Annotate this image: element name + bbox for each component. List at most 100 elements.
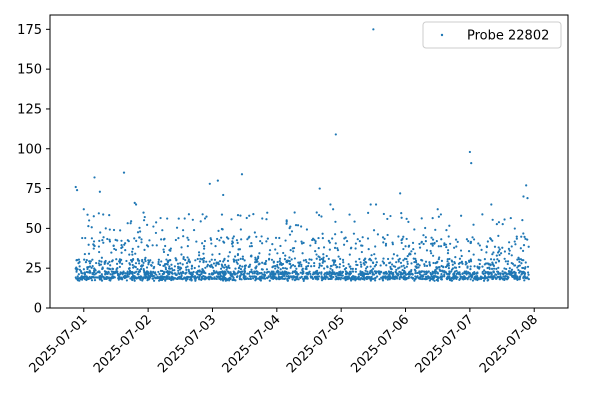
data-point <box>318 264 321 267</box>
data-point <box>221 275 224 278</box>
data-point <box>93 269 96 272</box>
data-point <box>97 270 100 274</box>
data-point <box>405 237 408 241</box>
data-point <box>390 263 394 266</box>
data-point <box>317 275 321 278</box>
data-point <box>259 240 262 243</box>
x-tick-label: 2025-07-06 <box>348 312 412 376</box>
data-point <box>410 276 413 279</box>
data-point <box>425 249 429 252</box>
data-point <box>216 179 219 182</box>
data-point <box>468 260 471 264</box>
data-point <box>307 264 310 268</box>
data-point <box>195 276 198 279</box>
data-point <box>504 260 507 263</box>
data-point <box>290 265 293 268</box>
data-point <box>417 277 420 280</box>
data-point <box>302 259 305 262</box>
data-point <box>391 271 395 274</box>
data-point <box>199 273 202 276</box>
data-point <box>140 238 143 241</box>
data-point <box>82 208 85 211</box>
data-point <box>414 259 418 262</box>
data-point <box>248 263 252 266</box>
data-point <box>265 276 269 279</box>
data-point <box>400 212 403 215</box>
data-point <box>229 274 232 277</box>
data-point <box>146 245 150 248</box>
data-point <box>511 262 514 265</box>
data-point <box>519 247 522 250</box>
data-point <box>476 266 479 269</box>
data-point <box>491 253 494 256</box>
data-point <box>206 263 209 266</box>
data-point <box>162 238 165 241</box>
data-point <box>449 277 452 280</box>
data-point <box>134 266 137 269</box>
x-tick-label: 2025-07-03 <box>155 312 219 376</box>
data-point <box>402 271 405 275</box>
data-point <box>495 254 498 257</box>
data-point <box>277 266 280 269</box>
data-point <box>146 223 149 226</box>
data-point <box>483 263 486 266</box>
x-tick-label: 2025-07-07 <box>413 312 477 376</box>
data-point <box>374 263 378 266</box>
data-point <box>299 271 302 274</box>
data-point <box>171 269 174 272</box>
y-tick-label: 50 <box>25 222 42 237</box>
data-point <box>211 253 214 256</box>
data-point <box>187 260 190 263</box>
data-point <box>415 261 418 264</box>
data-point <box>419 273 422 276</box>
data-point <box>248 270 252 274</box>
data-point <box>440 264 443 268</box>
data-point <box>498 253 501 257</box>
data-point <box>159 269 163 272</box>
data-point <box>279 271 282 274</box>
data-point <box>385 264 388 267</box>
data-point <box>439 245 443 248</box>
data-point <box>389 276 392 279</box>
data-point <box>495 267 498 270</box>
data-point <box>391 243 394 246</box>
data-point <box>396 254 399 257</box>
data-point <box>361 275 364 278</box>
data-point <box>424 236 427 239</box>
data-point <box>314 240 317 243</box>
data-point <box>133 276 136 279</box>
data-point <box>356 238 359 241</box>
data-point <box>93 279 97 282</box>
data-point <box>144 256 147 259</box>
data-point <box>234 255 237 258</box>
data-point <box>418 242 421 246</box>
data-point <box>287 274 290 278</box>
data-point <box>292 264 295 267</box>
data-point <box>351 270 354 273</box>
data-point <box>476 275 479 278</box>
data-point <box>354 267 357 271</box>
data-point <box>509 216 512 220</box>
data-point <box>251 275 254 278</box>
data-point <box>522 275 525 278</box>
data-point <box>410 250 413 253</box>
data-point <box>334 133 337 136</box>
data-point <box>339 257 342 260</box>
data-point <box>451 263 454 266</box>
data-point <box>198 260 202 263</box>
data-point <box>133 279 136 282</box>
data-point <box>300 263 303 266</box>
data-point <box>285 222 288 225</box>
data-point <box>405 265 408 268</box>
data-point <box>271 242 274 246</box>
data-point <box>342 264 345 268</box>
data-point <box>503 275 506 278</box>
data-point <box>420 217 423 220</box>
data-point <box>213 271 216 274</box>
data-point <box>457 262 460 265</box>
data-point <box>143 215 146 219</box>
data-point <box>339 278 342 281</box>
data-point <box>293 211 296 214</box>
data-point <box>437 266 440 269</box>
data-point <box>287 272 291 275</box>
